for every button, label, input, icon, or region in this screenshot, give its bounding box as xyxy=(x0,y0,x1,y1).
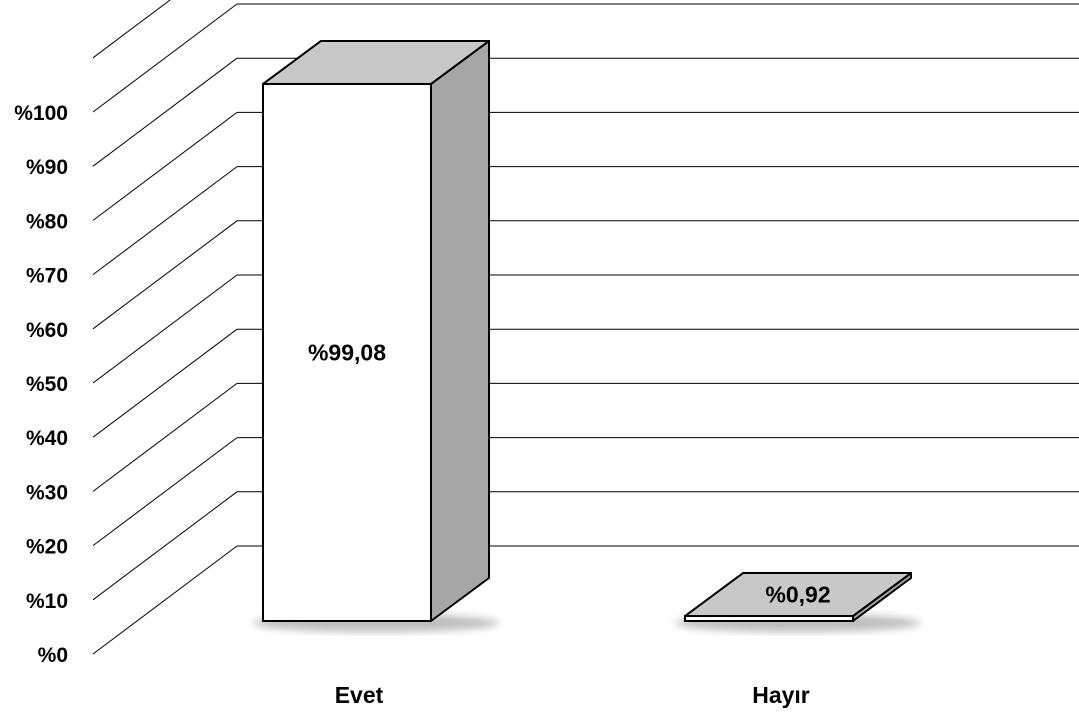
bar-front-face xyxy=(262,82,432,623)
gridline-diagonal xyxy=(92,382,238,492)
gridline-diagonal xyxy=(92,166,238,276)
y-tick-label: %80 xyxy=(26,210,68,233)
y-tick-label: %100 xyxy=(14,102,68,125)
x-category-label: Hayır xyxy=(752,682,810,708)
gridlines xyxy=(92,0,1079,655)
gridline-100 xyxy=(92,3,1079,113)
gridline-diagonal xyxy=(92,545,238,655)
bar-evet: %99,08 xyxy=(253,39,499,632)
gridline-diagonal xyxy=(92,491,238,601)
bar-front-face xyxy=(684,615,854,623)
gridline-diagonal xyxy=(92,57,238,167)
gridline-110 xyxy=(92,0,171,59)
x-category-label: Evet xyxy=(335,682,384,708)
gridline-diagonal xyxy=(92,274,238,384)
bar-data-label: %0,92 xyxy=(765,582,830,608)
gridline-diagonal xyxy=(92,3,238,113)
gridline-diagonal xyxy=(92,0,171,59)
y-tick-label: %0 xyxy=(38,644,68,667)
gridline-diagonal xyxy=(92,328,238,438)
bars: %99,08 %0,92 xyxy=(253,39,921,632)
y-axis-ticks: %0 %10 %20 %30 %40 %50 %60 %70 %80 %90 %100 xyxy=(14,102,68,667)
y-tick-label: %30 xyxy=(26,481,68,504)
gridline-diagonal xyxy=(92,437,238,546)
y-tick-label: %40 xyxy=(26,427,68,450)
y-tick-label: %90 xyxy=(26,156,68,179)
y-tick-label: %60 xyxy=(26,319,68,342)
y-tick-label: %20 xyxy=(26,536,68,559)
gridline-diagonal xyxy=(92,112,238,221)
x-axis-categories: Evet Hayır xyxy=(335,682,810,708)
bar-side-face xyxy=(430,39,490,622)
gridline-0 xyxy=(92,545,1079,655)
bar-hayır: %0,92 xyxy=(675,572,921,632)
bar-data-label: %99,08 xyxy=(308,339,386,365)
y-tick-label: %70 xyxy=(26,265,68,288)
y-tick-label: %50 xyxy=(26,373,68,396)
y-tick-label: %10 xyxy=(26,590,68,613)
gridline-diagonal xyxy=(92,220,238,330)
